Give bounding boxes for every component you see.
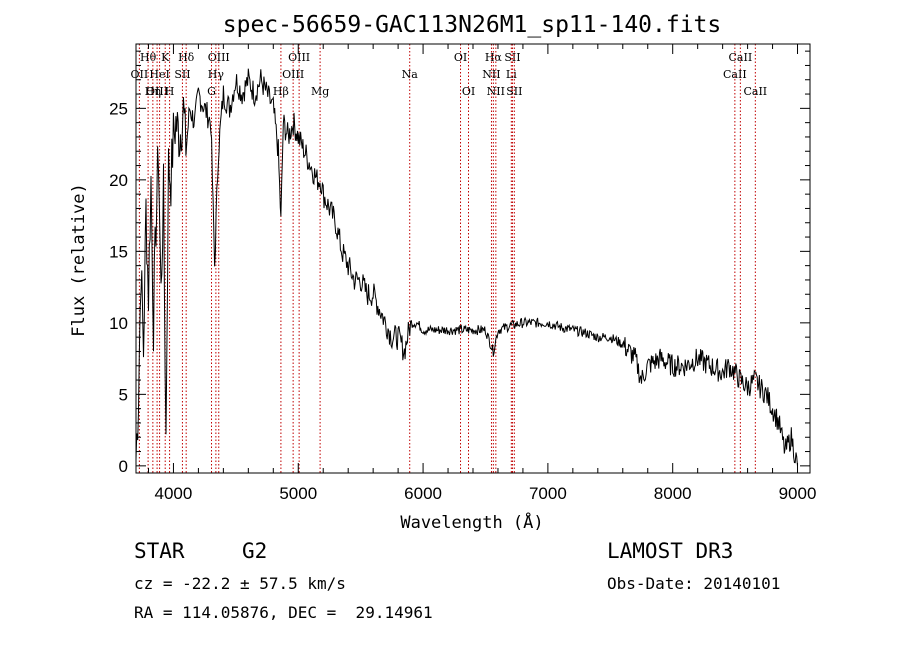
- spectrum-line: [135, 68, 798, 466]
- observation-date: Obs-Date: 20140101: [607, 574, 781, 593]
- spectral-line-label: Hη: [145, 85, 161, 98]
- y-tick-label: 15: [109, 242, 128, 261]
- spectral-line-label: OIII: [282, 68, 304, 81]
- spectral-line-label: OI: [462, 85, 475, 98]
- spectral-line-label: Hδ: [178, 51, 195, 64]
- spectral-line-label: Hγ: [208, 68, 225, 81]
- spectral-line-label: SII: [506, 85, 522, 98]
- spectral-line-label: OIII: [208, 51, 230, 64]
- x-tick-label: 8000: [654, 484, 692, 503]
- spectral-line-label: SII: [174, 68, 190, 81]
- y-tick-label: 25: [109, 99, 128, 118]
- spectral-line-label: NII: [487, 85, 505, 98]
- spectral-line-label: OII: [131, 68, 149, 81]
- spectral-line-label: Li: [506, 68, 517, 81]
- x-tick-label: 5000: [279, 484, 317, 503]
- x-tick-label: 6000: [404, 484, 442, 503]
- spectral-line-label: G: [207, 85, 216, 98]
- spectral-line-label: H: [165, 85, 175, 98]
- spectral-line-label: OIII: [288, 51, 310, 64]
- x-tick-label: 9000: [779, 484, 817, 503]
- x-tick-label: 4000: [155, 484, 193, 503]
- redshift-text: cz = -22.2 ± 57.5 km/s: [134, 574, 346, 593]
- y-tick-label: 10: [109, 314, 128, 333]
- chart-title: spec-56659-GAC113N26M1_sp11-140.fits: [223, 12, 722, 38]
- spectral-line-label: CaII: [743, 85, 767, 98]
- y-tick-label: 5: [119, 385, 128, 404]
- spectral-line-label: HeI: [149, 68, 169, 81]
- spectral-line-label: OI: [454, 51, 467, 64]
- spectral-line-label: K: [161, 51, 170, 64]
- x-tick-label: 7000: [529, 484, 567, 503]
- spectral-line-label: Hθ: [140, 51, 157, 64]
- spectral-line-label: Hα: [485, 51, 503, 64]
- object-class: STAR: [134, 539, 185, 563]
- spectral-line-label: CaII: [729, 51, 753, 64]
- spectral-line-label: NII: [482, 68, 500, 81]
- y-axis-label: Flux (relative): [69, 183, 89, 337]
- plot-frame: [135, 43, 811, 474]
- object-subclass: G2: [242, 539, 268, 563]
- y-tick-label: 20: [109, 171, 128, 190]
- spectral-line-label: SII: [504, 51, 520, 64]
- spectral-line-label: Mg: [311, 85, 329, 98]
- spectral-line-label: OIII: [146, 85, 168, 98]
- spectral-line-label: CaII: [723, 68, 747, 81]
- spectral-line-label: Na: [402, 68, 419, 81]
- x-axis-label: Wavelength (Å): [400, 511, 543, 533]
- survey-name: LAMOST DR3: [607, 539, 734, 563]
- spectral-line-label: Hβ: [273, 85, 289, 98]
- coordinates: RA = 114.05876, DEC = 29.14961: [134, 603, 433, 622]
- y-tick-label: 0: [119, 457, 128, 476]
